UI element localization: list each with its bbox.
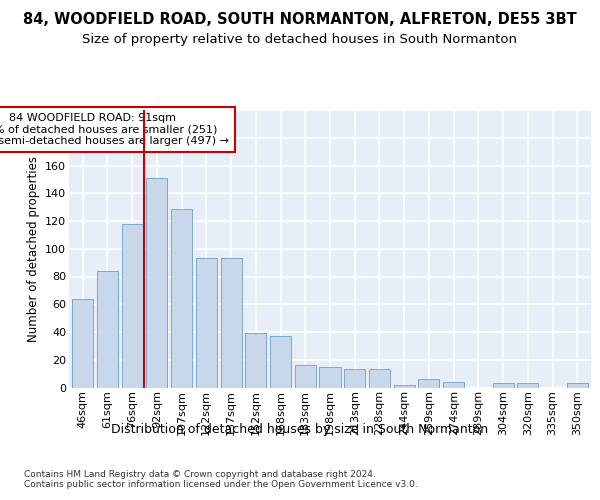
Text: 84 WOODFIELD ROAD: 91sqm
← 33% of detached houses are smaller (251)
66% of semi-: 84 WOODFIELD ROAD: 91sqm ← 33% of detach… xyxy=(0,113,229,146)
Bar xyxy=(245,334,266,388)
Text: Distribution of detached houses by size in South Normanton: Distribution of detached houses by size … xyxy=(112,422,488,436)
Bar xyxy=(270,336,291,388)
Text: 84, WOODFIELD ROAD, SOUTH NORMANTON, ALFRETON, DE55 3BT: 84, WOODFIELD ROAD, SOUTH NORMANTON, ALF… xyxy=(23,12,577,28)
Bar xyxy=(295,366,316,388)
Y-axis label: Number of detached properties: Number of detached properties xyxy=(26,156,40,342)
Bar xyxy=(171,208,192,388)
Bar xyxy=(418,379,439,388)
Bar xyxy=(122,224,143,388)
Bar xyxy=(97,271,118,388)
Bar xyxy=(517,384,538,388)
Bar xyxy=(72,298,93,388)
Bar xyxy=(344,370,365,388)
Text: Contains HM Land Registry data © Crown copyright and database right 2024.
Contai: Contains HM Land Registry data © Crown c… xyxy=(24,470,418,490)
Bar xyxy=(493,384,514,388)
Bar xyxy=(567,384,588,388)
Bar xyxy=(369,370,390,388)
Bar xyxy=(394,384,415,388)
Bar xyxy=(319,366,341,388)
Bar xyxy=(221,258,242,388)
Bar xyxy=(443,382,464,388)
Bar xyxy=(196,258,217,388)
Bar xyxy=(146,178,167,388)
Text: Size of property relative to detached houses in South Normanton: Size of property relative to detached ho… xyxy=(83,32,517,46)
